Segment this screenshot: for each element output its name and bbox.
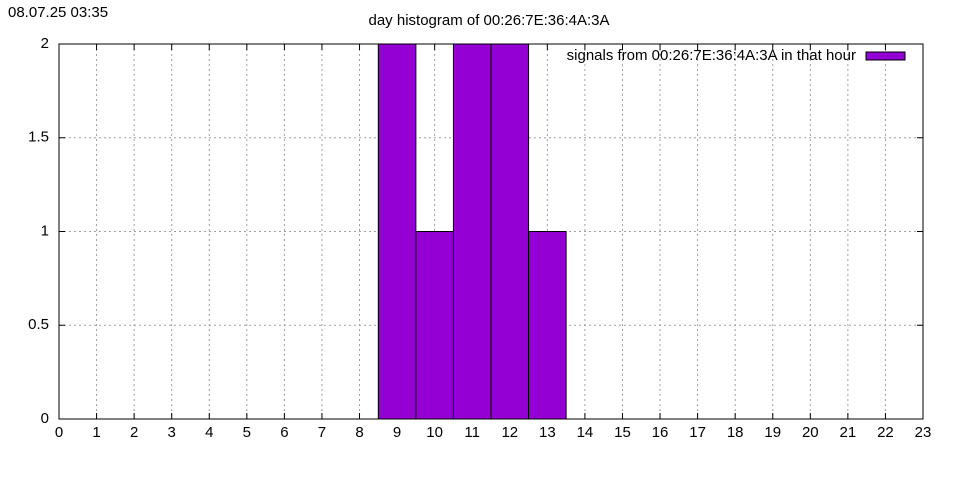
chart-title: day histogram of 00:26:7E:36:4A:3A (369, 12, 610, 29)
plot-frame (58, 43, 924, 420)
timestamp: 08.07.25 03:35 (8, 4, 108, 21)
x-tick-label: 4 (205, 424, 213, 441)
y-tick-label: 0.5 (28, 316, 49, 333)
x-tick-label: 16 (652, 424, 669, 441)
x-tick-label: 10 (426, 424, 443, 441)
x-tick-label: 5 (243, 424, 251, 441)
x-tick-label: 7 (318, 424, 326, 441)
x-tick-label: 12 (501, 424, 518, 441)
y-tick-label: 1.5 (28, 129, 49, 146)
x-tick-label: 2 (130, 424, 138, 441)
y-tick-label: 0 (41, 410, 49, 427)
x-tick-label: 14 (577, 424, 594, 441)
x-tick-label: 0 (55, 424, 63, 441)
x-tick-label: 13 (539, 424, 556, 441)
bar (452, 43, 492, 420)
x-tick-label: 6 (280, 424, 288, 441)
x-tick-label: 20 (802, 424, 819, 441)
x-tick-label: 21 (840, 424, 857, 441)
y-tick-label: 2 (41, 35, 49, 52)
x-tick-label: 18 (727, 424, 744, 441)
bar (377, 43, 417, 420)
x-tick-label: 23 (915, 424, 932, 441)
bar (415, 231, 454, 420)
x-tick-label: 8 (355, 424, 363, 441)
legend-label: signals from 00:26:7E:36:4A:3A in that h… (567, 47, 856, 64)
x-tick-label: 9 (393, 424, 401, 441)
bar (490, 43, 530, 420)
x-tick-label: 17 (689, 424, 706, 441)
legend-swatch (865, 51, 906, 61)
x-tick-label: 15 (614, 424, 631, 441)
x-tick-label: 1 (92, 424, 100, 441)
x-tick-label: 19 (764, 424, 781, 441)
y-tick-label: 1 (41, 222, 49, 239)
bar (528, 231, 567, 420)
x-tick-label: 22 (877, 424, 894, 441)
x-tick-label: 3 (168, 424, 176, 441)
x-tick-label: 11 (464, 424, 480, 441)
